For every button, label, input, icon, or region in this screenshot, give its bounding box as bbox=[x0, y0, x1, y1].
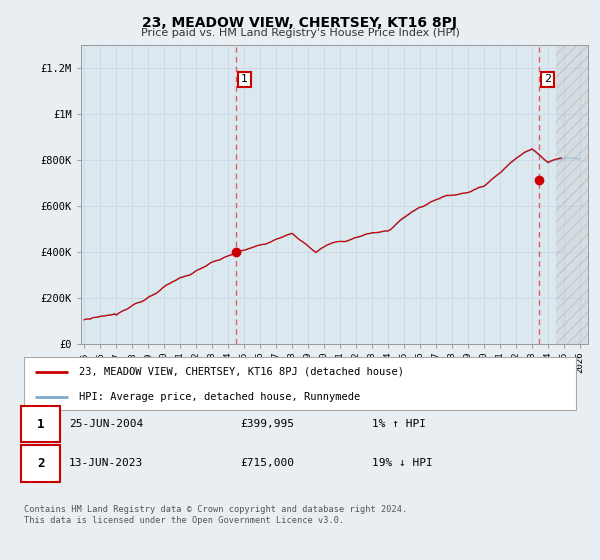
Text: 2: 2 bbox=[37, 457, 44, 470]
Text: HPI: Average price, detached house, Runnymede: HPI: Average price, detached house, Runn… bbox=[79, 391, 361, 402]
Text: Price paid vs. HM Land Registry's House Price Index (HPI): Price paid vs. HM Land Registry's House … bbox=[140, 28, 460, 38]
Bar bbox=[556, 45, 596, 344]
Text: 1: 1 bbox=[37, 418, 44, 431]
Text: 23, MEADOW VIEW, CHERTSEY, KT16 8PJ: 23, MEADOW VIEW, CHERTSEY, KT16 8PJ bbox=[143, 16, 458, 30]
Text: 23, MEADOW VIEW, CHERTSEY, KT16 8PJ (detached house): 23, MEADOW VIEW, CHERTSEY, KT16 8PJ (det… bbox=[79, 367, 404, 377]
Bar bbox=[556, 45, 596, 344]
Text: 1: 1 bbox=[241, 74, 248, 85]
Text: 1% ↑ HPI: 1% ↑ HPI bbox=[372, 419, 426, 429]
Text: 19% ↓ HPI: 19% ↓ HPI bbox=[372, 459, 433, 468]
Text: £715,000: £715,000 bbox=[240, 459, 294, 468]
Text: £399,995: £399,995 bbox=[240, 419, 294, 429]
Text: Contains HM Land Registry data © Crown copyright and database right 2024.
This d: Contains HM Land Registry data © Crown c… bbox=[24, 505, 407, 525]
Text: 25-JUN-2004: 25-JUN-2004 bbox=[69, 419, 143, 429]
Text: 2: 2 bbox=[544, 74, 551, 85]
Text: 13-JUN-2023: 13-JUN-2023 bbox=[69, 459, 143, 468]
